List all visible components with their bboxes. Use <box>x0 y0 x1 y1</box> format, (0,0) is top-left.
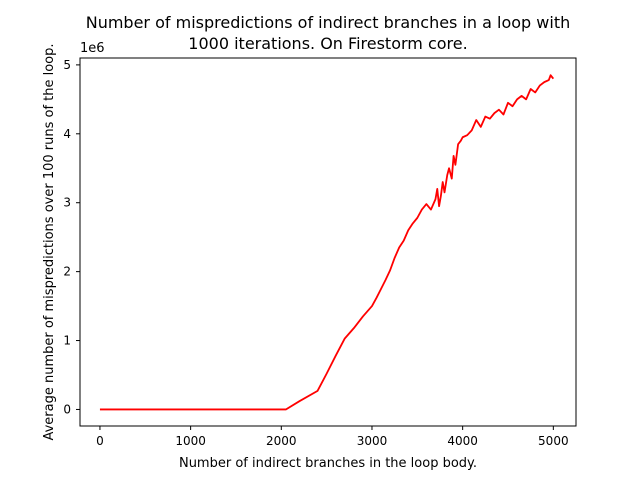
plot-area <box>99 74 555 411</box>
x-tick-label: 1000 <box>175 434 206 448</box>
chart-title-line-2: 1000 iterations. On Firestorm core. <box>188 34 467 53</box>
x-tick-label: 2000 <box>266 434 297 448</box>
x-tick-label: 3000 <box>357 434 388 448</box>
x-axis: 0 1000 2000 3000 4000 5000 <box>96 426 569 448</box>
x-tick-label: 4000 <box>447 434 478 448</box>
y-tick-label: 2 <box>63 265 71 279</box>
x-tick-label: 0 <box>96 434 104 448</box>
y-tick-label: 0 <box>63 402 71 416</box>
y-tick-label: 1 <box>63 334 71 348</box>
plot-frame <box>79 57 577 427</box>
y-axis: 0 1 2 3 4 5 <box>63 58 80 416</box>
x-axis-label: Number of indirect branches in the loop … <box>179 456 477 471</box>
y-tick-label: 5 <box>63 58 71 72</box>
y-tick-label: 4 <box>63 127 71 141</box>
y-tick-label: 3 <box>63 196 71 210</box>
y-axis-label: Average number of mispredictions over 10… <box>42 43 57 440</box>
series-line <box>99 74 555 411</box>
y-offset-label: 1e6 <box>80 41 105 56</box>
x-tick-label: 5000 <box>538 434 569 448</box>
chart-title-line-1: Number of mispredictions of indirect bra… <box>86 13 571 32</box>
